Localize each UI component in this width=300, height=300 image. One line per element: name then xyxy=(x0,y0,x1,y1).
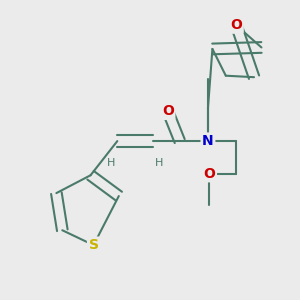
Text: H: H xyxy=(155,158,163,168)
Text: H: H xyxy=(107,158,116,168)
Text: N: N xyxy=(202,134,214,148)
Text: O: O xyxy=(230,18,242,32)
Text: O: O xyxy=(162,104,174,118)
Text: O: O xyxy=(203,167,215,181)
Text: S: S xyxy=(88,238,98,252)
